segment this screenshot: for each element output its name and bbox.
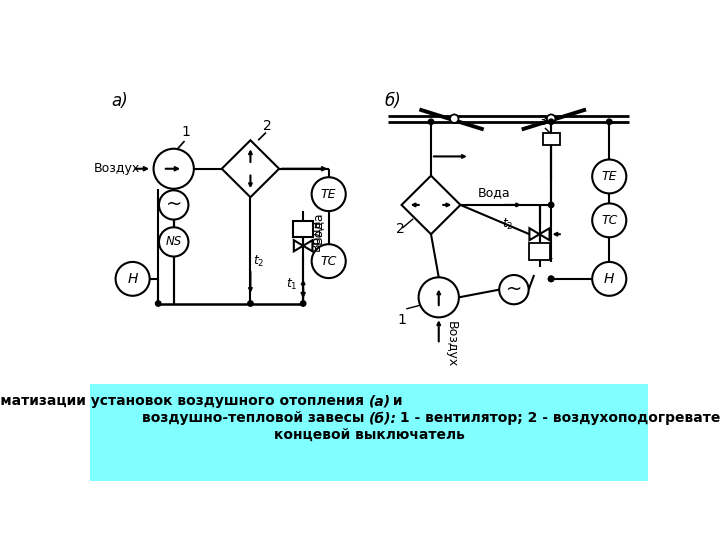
Polygon shape <box>539 228 549 240</box>
Circle shape <box>593 262 626 296</box>
Circle shape <box>116 262 150 296</box>
Text: 1: 1 <box>181 125 190 139</box>
Text: ТЕ: ТЕ <box>601 170 617 183</box>
Text: Схема автоматизации установок воздушного отопления: Схема автоматизации установок воздушного… <box>0 394 369 408</box>
Circle shape <box>450 114 459 123</box>
Text: $t_1$: $t_1$ <box>286 277 297 292</box>
Text: 3: 3 <box>539 114 547 128</box>
Text: Н: Н <box>604 272 614 286</box>
Text: ~: ~ <box>505 279 522 299</box>
Circle shape <box>418 278 459 318</box>
Text: Вода: Вода <box>311 211 324 244</box>
Circle shape <box>300 301 306 306</box>
Text: б): б) <box>384 92 401 110</box>
Circle shape <box>606 119 612 125</box>
Circle shape <box>547 114 555 123</box>
Circle shape <box>593 159 626 193</box>
Bar <box>543 132 559 145</box>
Circle shape <box>428 119 433 125</box>
Text: Воздух: Воздух <box>445 321 458 367</box>
Circle shape <box>593 204 626 237</box>
Text: ~: ~ <box>166 195 182 214</box>
Text: а): а) <box>112 92 128 110</box>
Bar <box>293 221 313 237</box>
Polygon shape <box>402 176 461 234</box>
Circle shape <box>156 301 161 306</box>
Text: Вода: Вода <box>310 218 323 251</box>
Text: Н: Н <box>127 272 138 286</box>
Text: 2: 2 <box>396 222 405 236</box>
Circle shape <box>312 177 346 211</box>
Circle shape <box>549 276 554 281</box>
Circle shape <box>159 227 189 256</box>
Circle shape <box>159 190 189 220</box>
Polygon shape <box>222 140 279 197</box>
Text: (б):: (б): <box>369 411 397 426</box>
Circle shape <box>248 301 253 306</box>
Text: 1: 1 <box>397 313 407 327</box>
Bar <box>90 384 648 481</box>
Circle shape <box>549 119 554 125</box>
Bar <box>529 244 549 260</box>
Text: ТЕ: ТЕ <box>321 188 336 201</box>
Polygon shape <box>294 240 303 251</box>
Text: воздушно-тепловой завесы: воздушно-тепловой завесы <box>142 411 369 426</box>
Circle shape <box>549 276 554 281</box>
Text: Воздух: Воздух <box>94 162 140 176</box>
Polygon shape <box>303 240 312 251</box>
Circle shape <box>153 148 194 189</box>
Text: ТС: ТС <box>601 214 618 227</box>
Circle shape <box>549 202 554 208</box>
Text: Вода: Вода <box>477 186 510 199</box>
Text: $t_2$: $t_2$ <box>503 217 514 232</box>
Text: $t_1$: $t_1$ <box>544 247 555 261</box>
Polygon shape <box>529 228 539 240</box>
Circle shape <box>312 244 346 278</box>
Circle shape <box>499 275 528 304</box>
Text: NS: NS <box>166 235 182 248</box>
Text: и: и <box>388 394 403 408</box>
Text: концевой выключатель: концевой выключатель <box>274 428 464 442</box>
Text: $t_2$: $t_2$ <box>253 254 264 269</box>
Text: ТС: ТС <box>320 255 337 268</box>
Text: (а): (а) <box>369 394 391 408</box>
Text: 1 - вентилятор; 2 - воздухоподогреватель; 3 -: 1 - вентилятор; 2 - воздухоподогреватель… <box>395 411 720 426</box>
Text: 2: 2 <box>263 119 271 132</box>
